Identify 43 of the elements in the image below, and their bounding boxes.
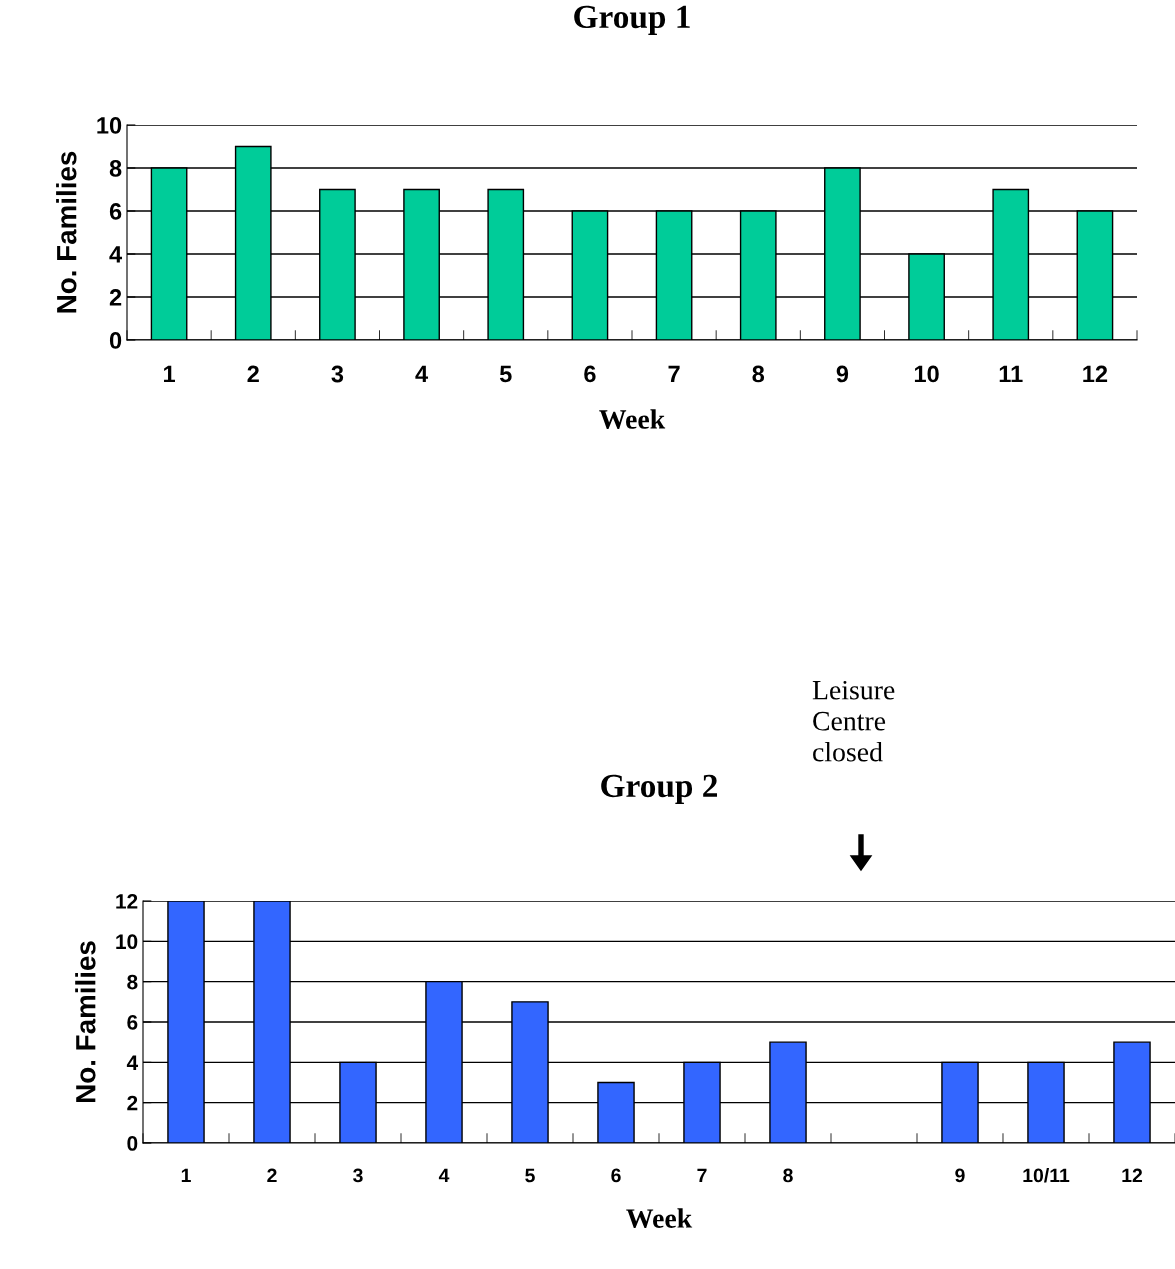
x-axis-title: Week <box>626 1208 693 1229</box>
x-tick-label: 10 <box>914 365 939 383</box>
x-tick-label: 12 <box>1122 1168 1143 1183</box>
x-tick-label: 11 <box>999 365 1023 383</box>
x-tick-label: 8 <box>752 365 765 383</box>
y-tick-label: 6 <box>109 203 122 220</box>
x-tick-label: 4 <box>438 1168 450 1183</box>
x-tick-label: 7 <box>668 365 680 383</box>
x-tick-label: 10/11 <box>1023 1168 1070 1183</box>
y-tick-label: 12 <box>116 894 138 909</box>
y-tick-label: 8 <box>127 974 138 990</box>
x-tick-label: 5 <box>525 1168 535 1183</box>
x-tick-label: 1 <box>164 365 175 383</box>
text: Leisure Centre closed <box>812 680 895 762</box>
x-tick-label: 6 <box>584 365 596 383</box>
y-tick-label: 0 <box>109 332 122 349</box>
x-tick-label: 3 <box>353 1168 363 1183</box>
x-tick-label: 5 <box>499 365 512 383</box>
x-tick-label: 8 <box>783 1168 793 1183</box>
x-tick-label: 9 <box>836 365 849 383</box>
y-tick-label: 2 <box>127 1095 138 1111</box>
x-tick-label: 2 <box>267 1168 277 1183</box>
y-tick-label: 2 <box>109 289 122 306</box>
y-axis-title: No. Families <box>56 151 77 313</box>
x-tick-label: 12 <box>1083 365 1108 383</box>
chart-title: Group 2 <box>601 774 718 804</box>
chart-title: Group 1 <box>574 5 690 35</box>
y-tick-label: 6 <box>127 1015 138 1030</box>
x-tick-label: 7 <box>697 1168 707 1183</box>
x-tick-label: 3 <box>331 365 344 383</box>
y-tick-label: 8 <box>109 160 122 177</box>
y-tick-label: 4 <box>126 1055 139 1070</box>
y-tick-label: 10 <box>97 117 122 134</box>
y-axis-title: No. Families <box>75 941 96 1102</box>
x-tick-label: 1 <box>181 1168 191 1183</box>
x-axis-title: Week <box>599 409 666 429</box>
x-tick-label: 6 <box>611 1168 621 1183</box>
x-tick-label: 4 <box>415 365 429 383</box>
y-tick-label: 4 <box>109 246 123 263</box>
x-tick-label: 2 <box>247 365 259 383</box>
y-tick-label: 10 <box>116 934 138 950</box>
x-tick-label: 9 <box>955 1168 965 1183</box>
y-tick-label: 0 <box>127 1136 138 1151</box>
